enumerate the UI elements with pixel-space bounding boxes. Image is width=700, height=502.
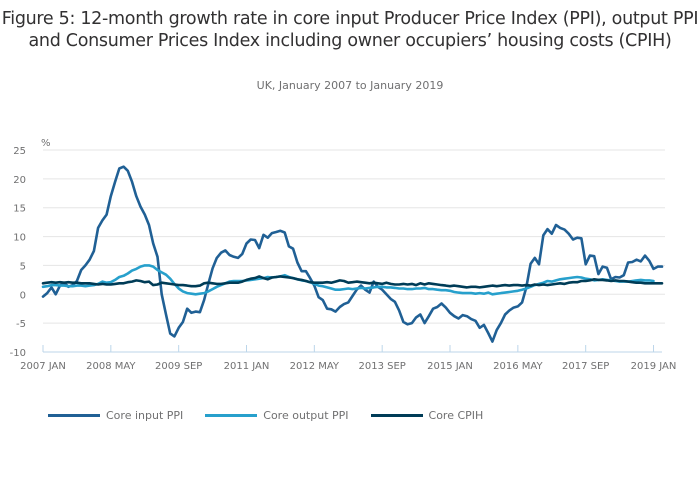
legend-item[interactable]: Core CPIH xyxy=(370,409,484,422)
x-tick-label: 2017 SEP xyxy=(562,361,609,372)
legend-item[interactable]: Core input PPI xyxy=(48,409,183,422)
legend-swatch xyxy=(370,414,423,417)
y-tick-label: 25 xyxy=(13,146,26,157)
x-tick-label: 2012 MAY xyxy=(290,361,340,372)
legend-swatch xyxy=(48,414,100,417)
series-line-core-input-ppi xyxy=(41,165,664,343)
x-tick-label: 2013 SEP xyxy=(359,361,406,372)
gridlines xyxy=(43,149,665,324)
x-tick-label: 2019 JAN xyxy=(631,361,677,372)
x-tick-label: 2009 SEP xyxy=(155,361,202,372)
legend-item[interactable]: Core output PPI xyxy=(205,409,349,422)
y-tick-label: -5 xyxy=(16,319,26,330)
legend-swatch xyxy=(205,414,258,417)
series-lines xyxy=(41,165,664,343)
y-tick-label: 10 xyxy=(13,233,26,244)
y-axis-unit-label: % xyxy=(41,138,51,149)
x-tick-label: 2007 JAN xyxy=(20,361,66,372)
x-tick-label: 2008 MAY xyxy=(86,361,136,372)
legend-label: Core CPIH xyxy=(428,409,484,422)
y-tick-label: 15 xyxy=(13,204,26,215)
legend-label: Core output PPI xyxy=(263,409,349,422)
x-tick-label: 2011 JAN xyxy=(224,361,270,372)
y-tick-label: -10 xyxy=(10,348,26,359)
legend-label: Core input PPI xyxy=(106,409,184,422)
series-line-core-output-ppi xyxy=(41,264,655,296)
chart-subtitle: UK, January 2007 to January 2019 xyxy=(256,79,444,92)
legend: Core input PPI Core output PPI Core CPIH xyxy=(48,409,505,422)
y-tick-label: 20 xyxy=(13,175,26,186)
x-tick-label: 2016 MAY xyxy=(493,361,543,372)
y-tick-label: 0 xyxy=(20,290,26,301)
chart-title: Figure 5: 12-month growth rate in core i… xyxy=(1,9,699,51)
axes: 25 20 15 10 5 0 -5 -10 2007 JAN 2008 MAY 2009 SEP 2… xyxy=(10,146,677,372)
y-tick-label: 5 xyxy=(20,261,26,272)
x-tick-label: 2015 JAN xyxy=(427,361,473,372)
series-line-core-cpih xyxy=(41,275,664,289)
